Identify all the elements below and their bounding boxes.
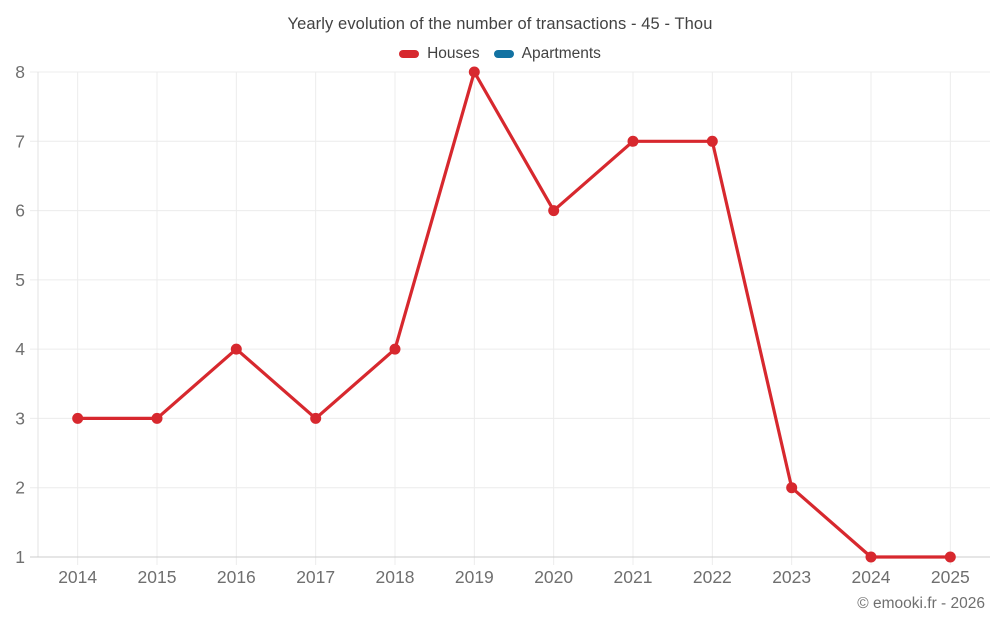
houses-data-point-marker[interactable] [468,66,480,78]
x-axis-tick-label: 2022 [693,567,732,587]
houses-legend-label: Houses [427,45,480,62]
y-axis-tick-label: 8 [15,62,25,82]
y-axis-tick-label: 4 [15,339,25,359]
houses-data-point-marker[interactable] [865,551,877,563]
x-axis-tick-label: 2017 [296,567,335,587]
y-axis-tick-label: 1 [15,547,25,567]
houses-line-series [76,70,952,559]
houses-legend-swatch-icon [399,50,420,58]
x-axis-tick-label: 2018 [376,567,415,587]
x-axis-tick-label: 2020 [534,567,573,587]
houses-data-point-marker[interactable] [230,343,242,355]
houses-data-point-marker[interactable] [706,135,718,147]
x-axis-tick-label: 2015 [138,567,177,587]
legend-item-apartments[interactable]: Apartments [493,45,601,63]
apartments-legend-swatch-icon [493,50,514,58]
y-axis-tick-label: 5 [15,270,25,290]
y-axis-tick-label: 3 [15,408,25,428]
x-axis-tick-label: 2019 [455,567,494,587]
x-axis-tick-label: 2016 [217,567,256,587]
houses-data-point-marker[interactable] [72,412,84,424]
chart-legend: Houses Apartments [0,45,1000,63]
houses-data-point-marker[interactable] [548,205,560,217]
x-axis-tick-label: 2025 [931,567,970,587]
houses-data-point-marker[interactable] [786,482,798,494]
houses-data-point-marker[interactable] [310,412,322,424]
y-axis-tick-label: 6 [15,201,25,221]
chart-title: Yearly evolution of the number of transa… [287,15,713,33]
apartments-legend-label: Apartments [521,45,601,62]
houses-data-point-marker[interactable] [151,412,163,424]
legend-item-houses[interactable]: Houses [399,45,480,63]
y-axis-tick-label: 2 [15,478,25,498]
x-axis-tick-label: 2014 [58,567,97,587]
houses-data-point-marker[interactable] [944,551,956,563]
houses-data-point-marker[interactable] [389,343,401,355]
x-axis-tick-label: 2024 [852,567,891,587]
x-axis-tick-label: 2021 [614,567,653,587]
houses-data-point-marker[interactable] [627,135,639,147]
copyright-text: © emooki.fr - 2026 [857,595,985,612]
x-axis-tick-label: 2023 [772,567,811,587]
y-axis-tick-label: 7 [15,131,25,151]
